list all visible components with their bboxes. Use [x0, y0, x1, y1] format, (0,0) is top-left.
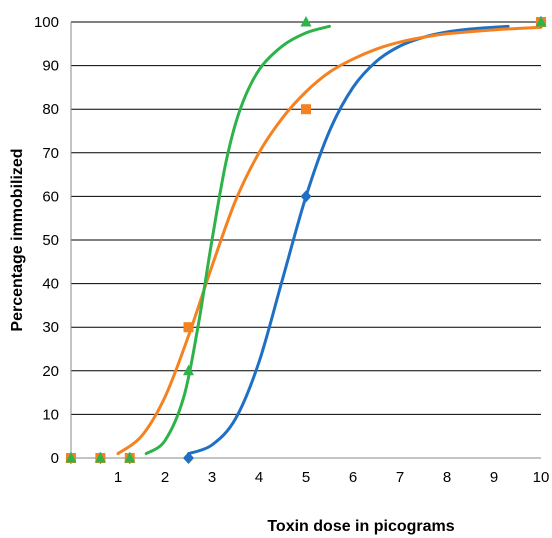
y-tick-labels: 0 10 20 30 40 50 60 70 80 90 100: [34, 14, 59, 467]
y-tick-label: 30: [42, 319, 59, 336]
data-point-triangle: [65, 452, 77, 463]
x-tick-labels: 1 2 3 4 5 6 7 8 9 10: [114, 469, 550, 486]
series-curve-triangle: [144, 24, 331, 456]
y-tick-label: 80: [42, 101, 59, 118]
y-tick-label: 10: [42, 406, 59, 423]
y-tick-label: 60: [42, 188, 59, 205]
x-tick-label: 4: [255, 469, 263, 486]
y-tick-label: 70: [42, 145, 59, 162]
data-point-triangle: [535, 16, 547, 27]
data-point-diamond: [183, 452, 194, 464]
x-tick-label: 9: [490, 469, 498, 486]
x-tick-label: 6: [349, 469, 357, 486]
data-point-triangle: [183, 364, 194, 376]
x-tick-label: 10: [533, 469, 550, 486]
y-tick-label: 0: [51, 450, 59, 467]
y-tick-label: 40: [42, 276, 59, 293]
x-tick-label: 8: [443, 469, 451, 486]
y-tick-label: 50: [42, 232, 59, 249]
series-curve-square: [116, 25, 543, 456]
gridlines: [71, 21, 541, 415]
y-axis-title: Percentage immobilized: [9, 148, 26, 331]
series-curve-diamond: [187, 24, 510, 456]
x-axis-title: Toxin dose in picograms: [267, 518, 454, 535]
data-point-triangle: [124, 452, 136, 463]
series-markers: [65, 16, 547, 464]
x-tick-label: 5: [302, 469, 310, 486]
data-point-square: [301, 104, 311, 115]
y-tick-label: 20: [42, 363, 59, 380]
data-point-square: [183, 322, 194, 333]
x-tick-label: 7: [396, 469, 404, 486]
data-point-triangle: [300, 16, 312, 27]
series-curves: [116, 24, 543, 456]
y-tick-label: 100: [34, 14, 59, 31]
data-point-diamond: [300, 190, 312, 203]
data-point-triangle: [94, 452, 106, 463]
y-tick-label: 90: [42, 58, 59, 75]
x-tick-label: 1: [114, 469, 122, 486]
x-tick-label: 2: [161, 469, 169, 486]
x-tick-label: 3: [208, 469, 216, 486]
